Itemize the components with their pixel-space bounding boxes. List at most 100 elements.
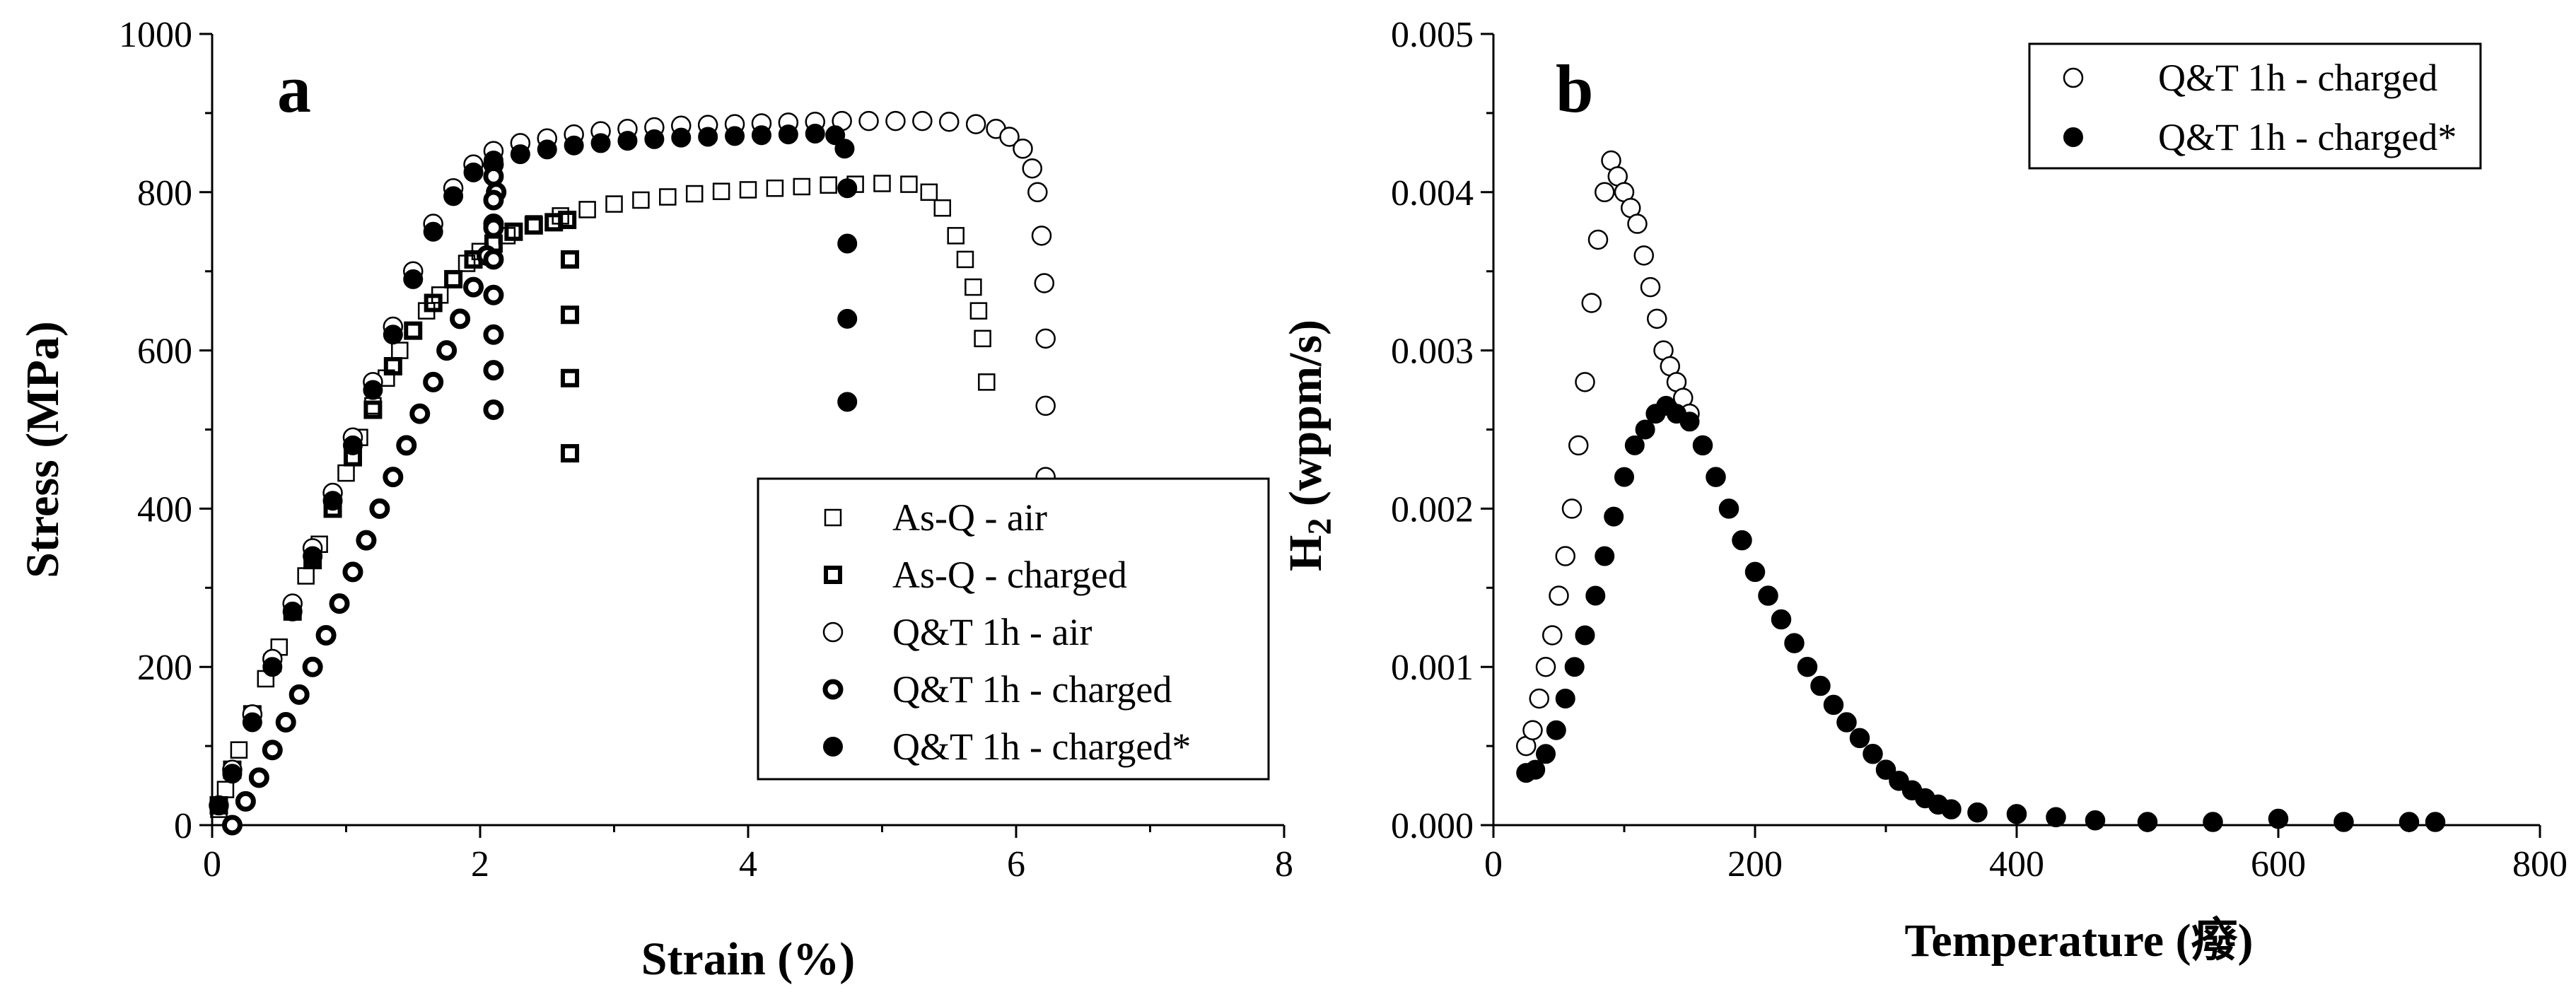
panel-a-data-point [235,790,256,812]
panel-a-data-point [302,656,323,677]
panel-b-data-point [1587,229,1609,250]
panel-a-legend-marker [823,737,843,757]
panel-b-data-point [2046,807,2066,827]
panel-b-y-axis-title-unit: (wppm/s) [1280,320,1331,518]
panel-a-data-point [974,329,991,348]
panel-b-y-tick-label: 0.004 [1391,173,1474,214]
panel-a-legend-marker [824,566,842,584]
panel-a-data-point [383,467,404,488]
panel-a-data-point [969,302,988,320]
panel-a-data-point [209,795,229,816]
panel-a-data-point [363,400,383,419]
panel-b-data-point [1522,720,1543,740]
panel-a-data-point [560,250,579,269]
panel-b-data-point [1863,744,1883,764]
panel-a-y-tick-label: 400 [137,489,192,530]
panel-b-data-point [1758,585,1778,606]
panel-b-data-point [2085,810,2105,831]
panel-a-data-point [363,380,383,400]
panel-b-y-tick-label: 0.001 [1391,648,1474,688]
panel-b-data-point [1810,676,1831,696]
panel-a-data-point [463,276,484,298]
panel-a-data-point [712,182,730,200]
panel-a-data-point [483,284,504,305]
panel-b-data-point [1614,467,1634,487]
panel-b-data-point [1555,688,1575,708]
panel-a-data-point [221,815,243,836]
panel-a-data-point [560,305,579,325]
panel-a-data-point [965,114,986,134]
panel-a-data-point [275,712,296,733]
panel-a-data-point [282,601,303,622]
panel-a-data-point [978,373,996,391]
panel-b-legend-marker [2063,67,2084,88]
panel-a-data-point [369,498,390,519]
panel-a-data-point [404,321,423,340]
panel-a-data-point [436,340,457,361]
panel-b-data-point [1568,435,1589,456]
panel-a-data-point [443,186,464,206]
panel-a-data-point [222,764,243,784]
panel-a-legend-label: As-Q - air [892,496,1047,539]
panel-a-data-point [837,178,858,199]
panel-a-y-tick-label: 200 [137,648,192,688]
panel-a-data-point [751,125,771,146]
panel-b-data-point [2425,812,2445,832]
panel-b-x-tick-label: 200 [1727,844,1783,885]
panel-b-data-point [1581,293,1602,313]
panel-a-x-tick-label: 0 [203,844,221,885]
panel-a-legend-label: Q&T 1h - charged* [892,725,1191,768]
panel-a-data-point [825,125,846,146]
panel-a-data-point [1022,158,1042,179]
panel-b-data-point [1575,372,1595,392]
panel-b-data-point [1542,625,1563,646]
panel-a-x-tick-label: 6 [1007,844,1025,885]
panel-b-y-axis-title-subscript: 2 [1301,518,1339,535]
panel-a-data-point [403,269,424,289]
panel-b-data-point [1732,530,1752,551]
panel-a-data-point [805,123,825,144]
panel-a-data-point [483,165,504,187]
panel-b-letter: b [1556,51,1593,127]
panel-a-data-point [383,325,403,345]
panel-a-data-point [939,111,960,132]
panel-b-x-tick-label: 400 [1989,844,2044,885]
panel-a-data-point [1027,182,1048,203]
panel-a-data-point [912,110,933,132]
panel-a-legend-marker [822,679,844,700]
panel-b-data-point [2268,809,2288,829]
panel-a-data-point [617,131,638,151]
panel-a-data-point [837,392,858,412]
panel-a-data-point [698,127,718,147]
panel-b-y-tick-label: 0.002 [1391,489,1474,530]
panel-a-data-point [1035,328,1056,349]
panel-b-data-point [1876,759,1896,780]
panel-a-data-point [1034,273,1055,293]
panel-a-series-4 [221,154,507,836]
panel-a-data-point [873,175,891,192]
panel-b-data-point [1536,744,1556,764]
panel-a-ticks: 0 2 4 6 8 0 200 400 600 800 1000 [119,15,1293,885]
panel-a-data-point [590,133,611,153]
panel-b-data-point [1627,214,1648,234]
panel-a-data-point [483,249,504,270]
panel-b-data-point [1640,276,1661,298]
panel-a-data-point [248,767,269,788]
panel-b-data-point [1679,412,1700,432]
panel-a-data-point [659,188,677,206]
panel-b-data-point [1693,435,1713,455]
panel-b-data-point [1624,435,1645,455]
panel-b-data-point [1595,182,1615,203]
panel-a-legend-box [757,477,1270,781]
panel-b-data-point [1546,720,1566,740]
panel-a-data-point [356,530,377,551]
panel-a-y-tick-label: 1000 [119,15,192,55]
panel-a-data-point [303,546,323,566]
panel-a-data-point [329,593,350,614]
panel-b-x-axis-title: Temperature (癈) [1904,915,2253,967]
panel-a-data-point [342,435,363,455]
panel-b-data-point [1525,759,1546,780]
panel-a-data-point [564,135,584,156]
panel-b-data-point [1771,609,1791,630]
